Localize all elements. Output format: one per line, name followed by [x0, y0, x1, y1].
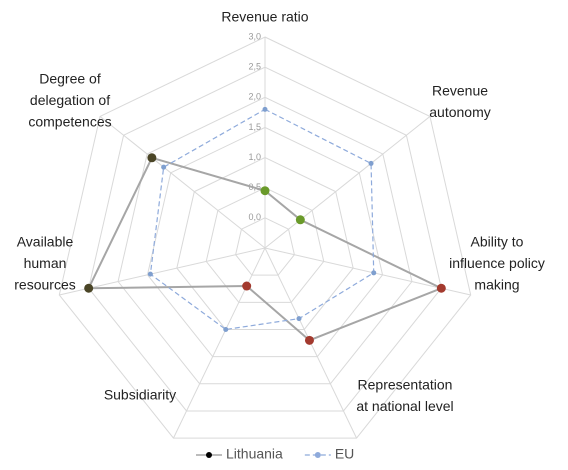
- data-point: [295, 215, 305, 225]
- spoke: [173, 247, 266, 439]
- axis-label: Representation: [358, 377, 453, 393]
- axis-label: Available: [17, 234, 74, 250]
- axis-label: Ability to: [471, 234, 524, 250]
- grid-ring: [176, 157, 354, 330]
- grid-ring: [88, 66, 442, 412]
- data-point: [304, 335, 314, 345]
- tick-label: 0,0: [248, 212, 261, 222]
- axis-label: delegation of: [30, 92, 110, 108]
- tick-label: 3,0: [248, 31, 261, 41]
- axis-label: Degree of: [39, 71, 101, 87]
- axis-label: human: [24, 255, 67, 271]
- data-point: [161, 164, 167, 170]
- data-point: [260, 186, 270, 196]
- grid-ring: [235, 217, 295, 276]
- tick-label: 2,5: [248, 62, 261, 72]
- series-line: [87, 156, 444, 342]
- axis-label: at national level: [356, 398, 453, 414]
- tick-label: 1,0: [248, 152, 261, 162]
- data-point: [296, 316, 302, 322]
- data-point: [223, 326, 229, 332]
- spoke: [59, 247, 266, 296]
- axis-label: resources: [14, 277, 75, 293]
- tick-label: 1,5: [248, 122, 261, 132]
- data-point: [262, 106, 268, 112]
- legend-marker: [314, 452, 321, 458]
- spoke: [99, 116, 266, 249]
- data-point: [147, 153, 157, 163]
- axis-label: competences: [28, 114, 111, 130]
- data-point: [368, 160, 374, 166]
- data-point: [147, 271, 153, 277]
- spoke: [264, 116, 431, 249]
- spoke: [264, 247, 471, 296]
- data-point: [84, 283, 94, 293]
- legend-marker: [206, 452, 212, 458]
- legend-label: EU: [335, 446, 354, 462]
- axis-label: Subsidiarity: [104, 387, 176, 403]
- axis-label: influence policy: [449, 255, 545, 271]
- grid-ring: [146, 126, 384, 358]
- axis-label: autonomy: [429, 104, 490, 120]
- series-line: [149, 108, 375, 331]
- axis-label: making: [474, 277, 519, 293]
- data-point: [436, 283, 446, 293]
- legend-label: Lithuania: [226, 446, 283, 462]
- data-point: [242, 281, 252, 291]
- axis-label: Revenue: [432, 83, 488, 99]
- grid-ring: [58, 36, 472, 439]
- data-point: [371, 270, 377, 276]
- tick-label: 2,0: [248, 92, 261, 102]
- axis-label: Revenue ratio: [221, 9, 308, 25]
